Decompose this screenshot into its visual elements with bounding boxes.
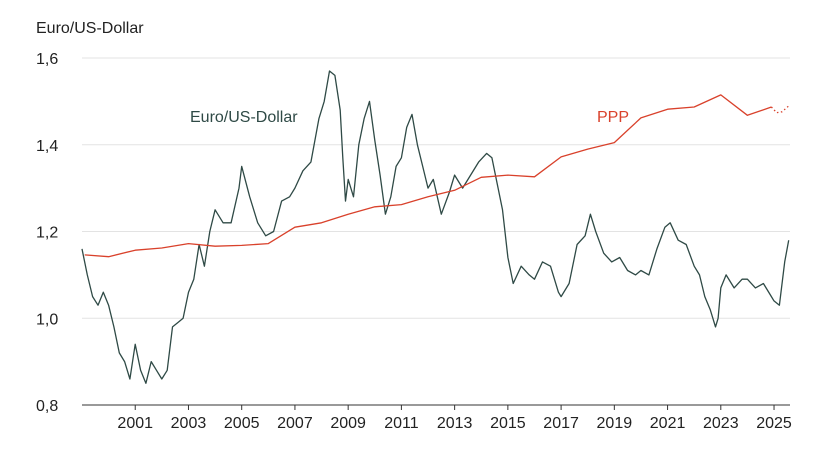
annotations: Euro/US-Dollar PPP <box>190 109 629 126</box>
x-tick-label: 2001 <box>117 415 153 432</box>
x-tick-label: 2023 <box>703 415 739 432</box>
series-lines <box>81 70 791 384</box>
y-tick-label: 0,8 <box>36 398 58 415</box>
x-tick-label: 2025 <box>756 415 792 432</box>
x-tick-label: 2019 <box>597 415 633 432</box>
x-tick-label: 2007 <box>277 415 313 432</box>
y-tick-label: 1,2 <box>36 225 58 242</box>
series-line-ppp-forecast <box>770 104 791 114</box>
x-tick-label: 2003 <box>171 415 207 432</box>
x-tick-label: 2009 <box>330 415 366 432</box>
y-tick-label: 1,0 <box>36 311 58 328</box>
series-line-ppp <box>84 94 772 258</box>
series-label-ppp: PPP <box>597 109 629 126</box>
gridlines <box>82 57 790 319</box>
y-tick-labels: 0,8 1,0 1,2 1,4 1,6 <box>36 51 58 415</box>
y-tick-label: 1,6 <box>36 51 58 68</box>
x-tick-label: 2005 <box>224 415 260 432</box>
x-tick-label: 2011 <box>384 415 419 432</box>
x-tick-label: 2013 <box>437 415 473 432</box>
series-line-euro-us-dollar <box>81 70 790 384</box>
x-axis: 2001 2003 2005 2007 2009 2011 2013 2015 2017 2019… <box>82 404 792 432</box>
x-tick-label: 2017 <box>543 415 579 432</box>
y-tick-label: 1,4 <box>36 138 58 155</box>
series-label-euro-us-dollar: Euro/US-Dollar <box>190 109 298 126</box>
y-axis-title: Euro/US-Dollar <box>36 20 144 37</box>
x-tick-label: 2021 <box>650 415 686 432</box>
x-tick-label: 2015 <box>490 415 526 432</box>
